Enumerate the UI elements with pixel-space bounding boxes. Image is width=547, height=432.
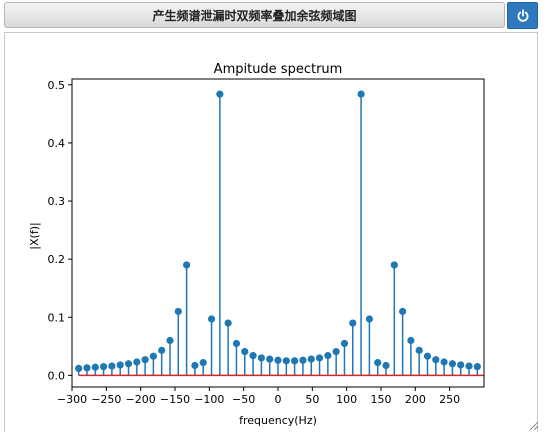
- stem-marker: [415, 346, 423, 354]
- stem-marker: [232, 339, 241, 348]
- x-tick-label: 100: [336, 393, 357, 406]
- stem-marker: [207, 315, 216, 323]
- stem-marker: [166, 336, 174, 345]
- window-title: 产生频谱泄漏时双频率叠加余弦频域图: [152, 9, 357, 23]
- x-tick-label: −50: [232, 393, 255, 406]
- stem-marker: [315, 354, 324, 362]
- window-titlebar: 产生频谱泄漏时双频率叠加余弦频域图: [4, 2, 505, 28]
- x-tick-label: 150: [371, 393, 392, 406]
- resize-grip-icon[interactable]: [527, 419, 539, 431]
- stem-marker: [158, 346, 166, 354]
- stem-marker: [365, 315, 373, 323]
- stem-marker: [99, 363, 108, 371]
- axes-frame: [71, 78, 485, 388]
- stem-marker: [399, 307, 407, 316]
- stem-marker: [183, 261, 191, 269]
- stem-marker: [149, 352, 157, 360]
- stem-marker: [423, 352, 432, 360]
- stem-marker: [349, 319, 357, 327]
- chart-title: Ampitude spectrum: [214, 62, 343, 77]
- stem-marker: [324, 352, 332, 360]
- stem-marker: [241, 347, 249, 356]
- y-tick-label: 0.0: [48, 369, 66, 382]
- x-tick-label: 200: [405, 393, 426, 406]
- stem-marker: [249, 352, 257, 360]
- x-tick-label: 0: [275, 393, 282, 406]
- x-tick-label: −150: [160, 393, 190, 406]
- y-axis-label: |X(f)|: [28, 222, 41, 249]
- stem-marker: [457, 361, 465, 369]
- x-tick-label: 50: [305, 393, 319, 406]
- stem-marker: [407, 336, 415, 345]
- stem-marker: [75, 364, 83, 373]
- stem-marker: [191, 361, 199, 370]
- stem-marker: [108, 362, 116, 370]
- x-tick-label: −100: [194, 393, 224, 406]
- y-tick-label: 0.3: [48, 195, 66, 208]
- x-tick-label: 250: [439, 393, 460, 406]
- stem-marker: [282, 357, 290, 365]
- stem-marker: [440, 358, 448, 366]
- stem-marker: [332, 347, 340, 356]
- stem-marker: [83, 364, 91, 372]
- stem-marker: [340, 339, 349, 348]
- stem-marker: [382, 361, 390, 370]
- x-axis-label: frequency(Hz): [239, 414, 317, 427]
- x-tick-label: −250: [91, 393, 121, 406]
- y-tick-label: 0.4: [48, 137, 66, 150]
- stem-marker: [390, 261, 398, 269]
- stem-marker: [174, 307, 182, 316]
- y-tick-label: 0.5: [48, 79, 66, 92]
- plot-area: −300 −250 −200 −150 −100 −50 0 50 100 150 200 250 0.…: [48, 79, 484, 406]
- stem-marker: [224, 319, 232, 327]
- stem-marker: [141, 356, 149, 364]
- stem-marker: [299, 356, 307, 364]
- power-icon: [517, 9, 529, 22]
- stem-marker: [274, 356, 282, 364]
- y-tick-label: 0.2: [48, 253, 66, 266]
- stem-marker: [465, 362, 473, 370]
- stem-marker: [216, 90, 224, 98]
- stem-marker: [116, 361, 124, 369]
- stem-marker: [91, 363, 99, 371]
- stem-marker: [124, 360, 133, 368]
- stem-marker: [432, 356, 440, 364]
- stem-marker: [448, 360, 457, 368]
- stem-marker: [266, 355, 274, 363]
- x-tick-label: −200: [126, 393, 156, 406]
- stem-marker: [307, 355, 315, 363]
- stem-marker: [291, 357, 299, 365]
- stem-marker: [473, 363, 481, 371]
- x-tick-label: −300: [57, 393, 87, 406]
- stem-marker: [199, 358, 207, 367]
- stem-marker: [357, 90, 365, 98]
- stem-marker: [374, 358, 382, 367]
- stem-marker: [257, 354, 265, 362]
- stem-marker: [133, 358, 141, 366]
- y-tick-label: 0.1: [48, 311, 66, 324]
- power-button[interactable]: [507, 2, 538, 29]
